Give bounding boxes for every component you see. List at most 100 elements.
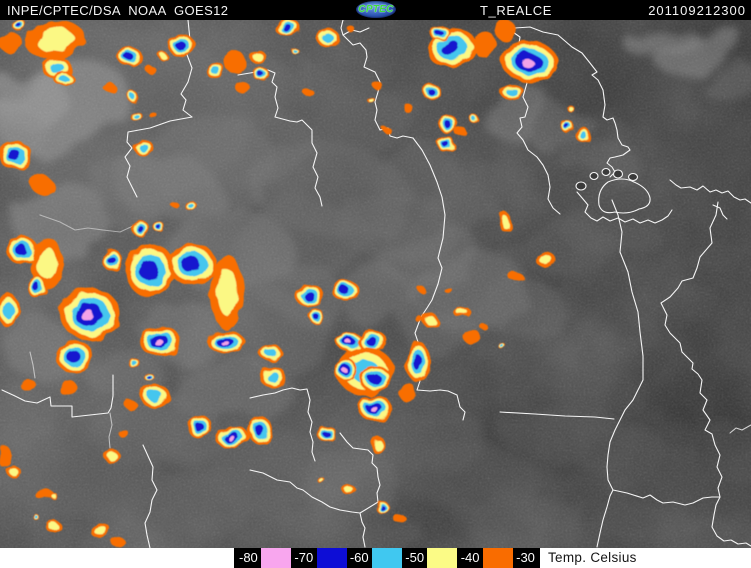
cell-layer-b [107,255,116,265]
cell-layer-o [506,271,524,281]
convective-cell [416,285,424,291]
convective-cell [468,114,478,122]
cell-layer-o [145,65,155,73]
cell-layer-b [564,124,571,130]
convective-cell [125,243,175,297]
convective-cell [211,254,243,330]
cell-layer-b [32,282,41,292]
convective-cell [372,437,386,455]
cell-layer-y [158,52,166,58]
convective-cell [6,236,38,264]
legend-swatch [427,548,458,568]
cell-layer-o [495,20,515,41]
border-paraguay-river [142,444,158,548]
convective-cell [498,343,506,349]
island [589,171,599,181]
convective-cell [118,47,142,67]
convective-cell [260,366,286,388]
convective-cell [140,384,170,408]
cell-layer-o [348,27,356,33]
cell-layer-o [170,201,178,207]
convective-cell [253,67,269,81]
cell-layer-o [403,104,413,112]
border-river-south [339,432,381,548]
convective-cell [184,200,196,210]
convective-cell [337,332,363,352]
cell-layer-y [374,440,384,452]
convective-cell [60,288,120,340]
cell-layer-y [538,254,552,264]
timestamp: 201109212300 [648,3,746,18]
convective-cell [25,20,85,60]
cell-layer-b [136,224,143,232]
convective-cell [372,81,382,89]
cell-layer-y [51,494,57,498]
cptec-logo-text: CPTEC [358,4,394,15]
cell-layer-y [319,479,325,483]
cell-layer-c [130,94,136,100]
cell-layer-o [0,446,12,468]
cell-layer-y [425,315,435,325]
cell-layer-c [266,371,280,383]
cell-layer-b [368,374,382,384]
cell-layer-p [220,340,230,346]
convective-cell [444,287,452,293]
cell-layer-o [303,88,313,96]
cell-layer-b [181,256,200,273]
cell-layer-y [253,52,263,62]
convective-cell [480,324,488,330]
legend-swatch [482,548,513,568]
convective-cell [463,330,481,344]
cell-layer-b [282,24,293,32]
convective-cell [131,220,149,236]
cell-layer-b [303,291,315,301]
cell-layer-b [378,504,385,510]
convective-cell [128,358,140,368]
border-center-east-branch [416,389,466,421]
convective-cell [358,395,392,421]
convective-cell [31,237,63,289]
legend-title: Temp. Celsius [548,550,637,565]
convective-cell [495,20,515,41]
convective-cell [168,242,216,286]
cell-layer-o [20,379,36,391]
convective-cell [415,316,423,322]
cell-layer-c [134,114,140,120]
cell-layer-o [416,285,424,291]
convective-cells-layer [0,20,591,547]
legend-label: -30 [516,550,535,565]
cell-layer-b [254,424,264,436]
convective-cell [54,72,74,86]
convective-cell [258,344,282,360]
cell-layer-p [81,310,95,322]
convective-cell [248,416,272,444]
border-right-edge [729,424,751,434]
cell-layer-o [104,83,116,93]
convective-cell [0,141,32,169]
cell-layer-p [521,58,535,69]
convective-cell [275,20,301,37]
convective-cell [143,372,153,380]
cell-layer-o [455,127,467,137]
convective-cell [89,523,111,537]
convective-cell [318,478,326,484]
cell-layer-p [227,435,235,441]
convective-cell [0,32,22,52]
convective-cell [13,20,27,32]
convective-cell [153,222,165,232]
cell-layer-b [156,225,161,229]
convective-cell [215,425,249,449]
convective-cell [225,50,245,74]
legend-label: -50 [405,550,425,565]
cell-layer-b [441,40,460,56]
convective-cell [474,31,496,59]
grain-layer [0,20,751,548]
legend-label: -40 [460,550,480,565]
cell-layer-c [35,516,39,520]
convective-cell [250,50,266,64]
cell-layer-o [58,381,78,395]
cptec-logo: CPTEC [356,1,396,18]
source-title: INPE/CPTEC/DSA NOAA GOES12 [7,3,229,18]
convective-cell [423,84,441,100]
